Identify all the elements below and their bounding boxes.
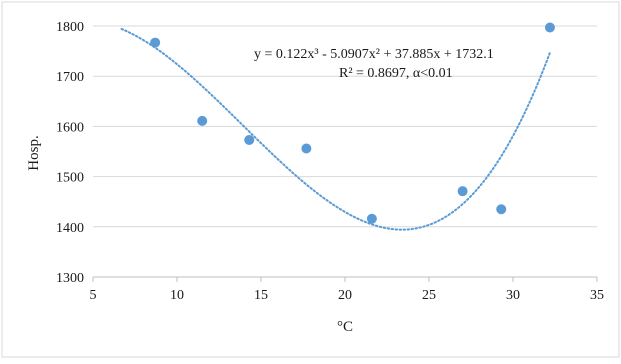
trendline <box>120 27 551 231</box>
data-point <box>150 37 161 48</box>
y-axis-title: Hosp. <box>26 135 42 170</box>
x-tick-label: 10 <box>170 288 184 303</box>
trendline-layer <box>120 27 551 231</box>
y-tick-label: 1500 <box>56 171 84 186</box>
x-tick-label: 35 <box>590 288 604 303</box>
chart-border <box>1 1 620 358</box>
trendline-equation: y = 0.122x³ - 5.0907x² + 37.885x + 1732.… <box>254 47 494 62</box>
data-point <box>301 143 312 154</box>
data-point <box>366 213 377 224</box>
labels-layer: y = 0.122x³ - 5.0907x² + 37.885x + 1732.… <box>26 47 494 335</box>
data-point <box>457 186 468 197</box>
data-point <box>496 204 507 215</box>
points-layer <box>150 22 555 224</box>
y-tick-label: 1700 <box>56 70 84 85</box>
x-tick-label: 5 <box>90 288 97 303</box>
y-tick-label: 1800 <box>56 20 84 35</box>
x-tick-label: 25 <box>422 288 436 303</box>
x-axis-title: °C <box>337 319 353 335</box>
axes: 1300 1400 1500 1600 1700 1800 5 10 15 20 25 30 35 <box>56 20 604 303</box>
y-tick-label: 1400 <box>56 221 84 236</box>
data-point <box>544 22 555 33</box>
x-tick-label: 30 <box>506 288 520 303</box>
y-tick-label: 1600 <box>56 120 84 135</box>
y-tick-label: 1300 <box>56 271 84 286</box>
data-point <box>244 134 255 145</box>
data-point <box>197 115 208 126</box>
x-tick-label: 15 <box>254 288 268 303</box>
x-tick-label: 20 <box>338 288 352 303</box>
trendline-r-squared: R² = 0.8697, α<0.01 <box>339 66 453 81</box>
